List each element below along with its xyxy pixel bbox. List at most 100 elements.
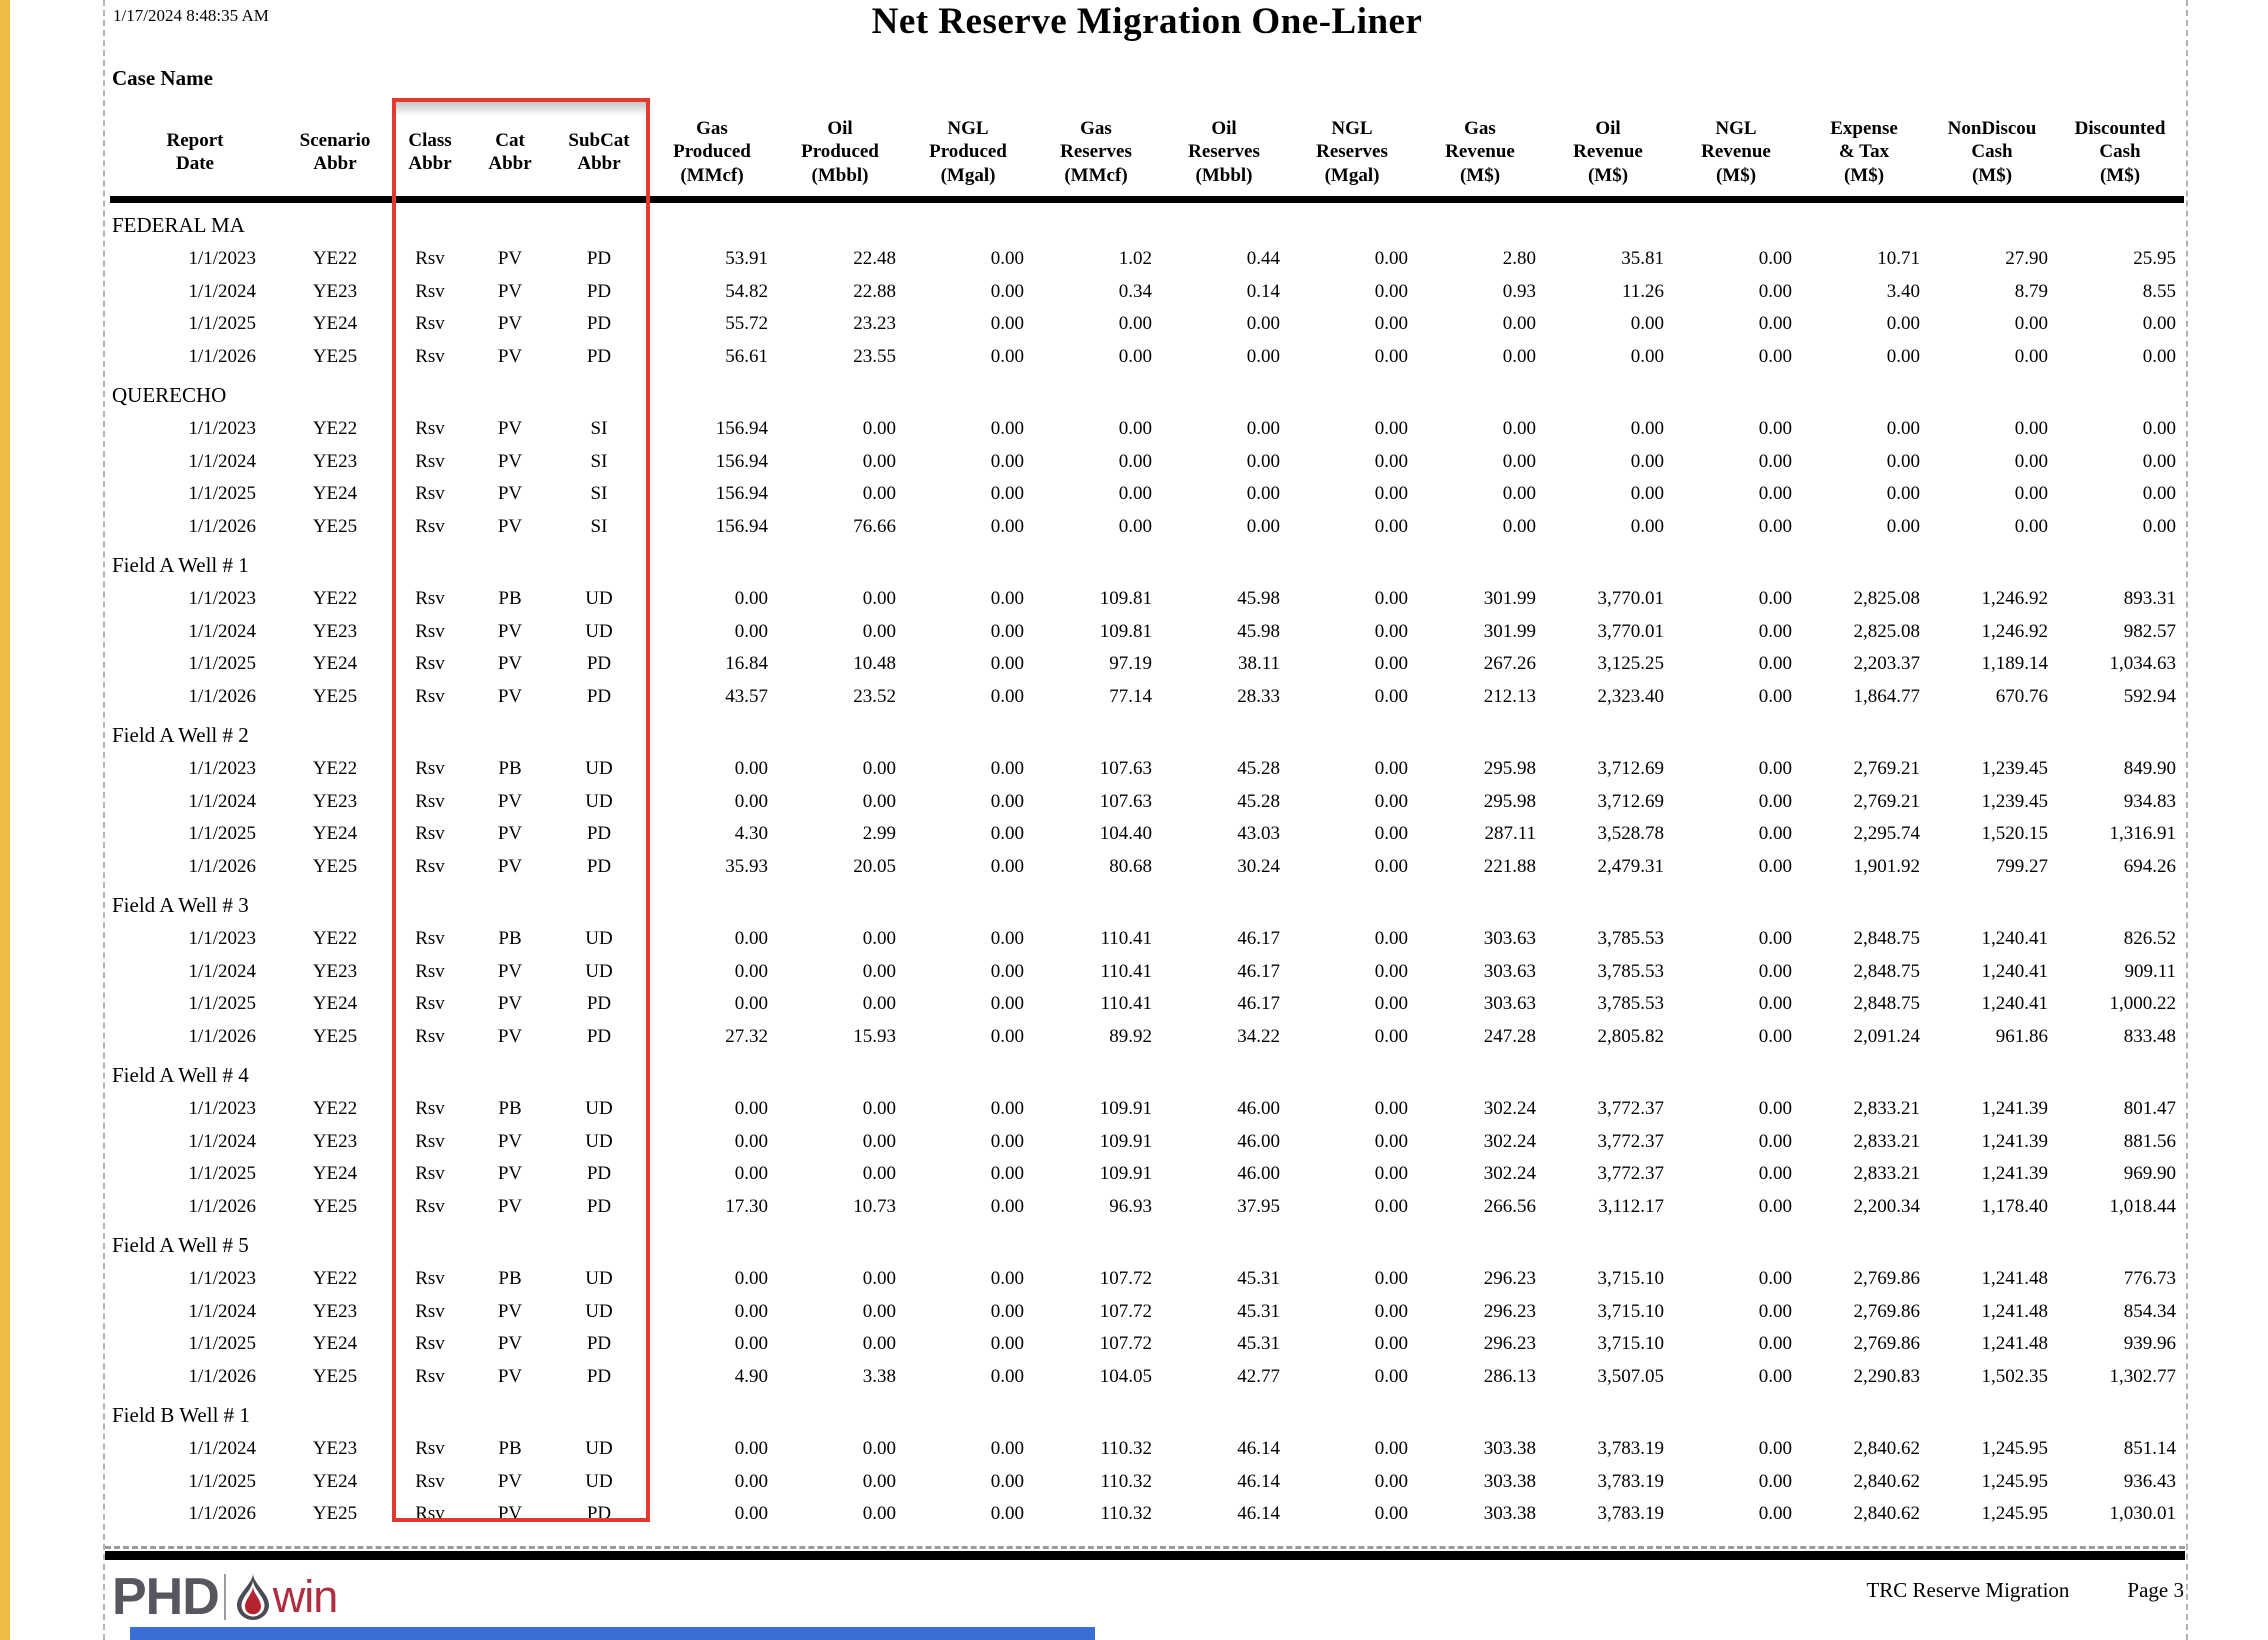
table-cell: 77.14: [1109, 685, 1152, 707]
table-cell: 0.00: [862, 483, 896, 505]
table-cell: 0.00: [1758, 1098, 1792, 1120]
table-cell: 1/1/2024: [188, 1130, 256, 1152]
table-row: 1/1/2026 YE25 Rsv PV PD 43.57 23.52 0.00 77.14 28…: [110, 681, 2184, 714]
table-cell: 46.00: [1237, 1163, 1280, 1185]
table-cell: 0.00: [1502, 450, 1536, 472]
table-cell: 0.00: [1374, 1333, 1408, 1355]
table-cell: PD: [586, 855, 612, 877]
table-cell: PV: [497, 823, 523, 845]
table-cell: 0.00: [862, 1098, 896, 1120]
table-cell: 2,200.34: [1853, 1195, 1921, 1217]
table-cell: 2,769.86: [1853, 1300, 1921, 1322]
table-cell: 46.14: [1237, 1503, 1280, 1525]
table-cell: 909.11: [2124, 960, 2176, 982]
table-cell: 1/1/2026: [188, 515, 256, 537]
table-cell: UD: [585, 758, 613, 780]
table-row: 1/1/2025 YE24 Rsv PV PD 0.00 0.00 0.00 109.91 46.…: [110, 1158, 2184, 1191]
table-cell: 0.00: [2142, 483, 2176, 505]
table-cell: 3,772.37: [1597, 1098, 1665, 1120]
table-cell: 694.26: [2123, 855, 2176, 877]
table-cell: 212.13: [1483, 685, 1536, 707]
table-cell: 849.90: [2123, 758, 2176, 780]
table-cell: 833.48: [2123, 1025, 2176, 1047]
table-cell: 0.00: [1758, 483, 1792, 505]
table-cell: UD: [585, 928, 613, 950]
table-cell: 156.94: [715, 515, 768, 537]
table-cell: 56.61: [725, 345, 768, 367]
table-cell: 156.94: [715, 450, 768, 472]
table-cell: 2,295.74: [1853, 823, 1921, 845]
footer-report-name: TRC Reserve Migration: [1866, 1578, 2070, 1602]
table-cell: 303.63: [1483, 993, 1536, 1015]
table-cell: 0.00: [990, 1268, 1024, 1290]
table-cell: 881.56: [2123, 1130, 2176, 1152]
page-title: Net Reserve Migration One-Liner: [871, 1, 1423, 42]
table-cell: YE23: [312, 620, 358, 642]
table-cell: 302.24: [1483, 1130, 1536, 1152]
table-cell: PV: [497, 855, 523, 877]
table-cell: 0.00: [734, 1268, 768, 1290]
table-cell: 2,840.62: [1853, 1438, 1921, 1460]
table-cell: 1/1/2023: [188, 1268, 256, 1290]
table-row: 1/1/2023 YE22 Rsv PB UD 0.00 0.00 0.00 107.72 45.…: [110, 1263, 2184, 1296]
case-section: Field A Well # 4 1/1/2023 YE22 Rsv PB UD 0.00 0…: [110, 1053, 2184, 1223]
case-section: QUERECHO 1/1/2023 YE22 Rsv PV SI 156.94 0.00 0.0…: [110, 373, 2184, 543]
table-cell: 0.00: [1374, 855, 1408, 877]
table-cell: 23.23: [853, 313, 896, 335]
footer-dashed-margin: [105, 1546, 2185, 1549]
table-cell: 0.00: [1758, 1300, 1792, 1322]
table-cell: Rsv: [415, 1300, 445, 1322]
table-cell: 0.00: [1758, 588, 1792, 610]
table-cell: 27.32: [725, 1025, 768, 1047]
table-cell: 35.93: [725, 855, 768, 877]
table-cell: YE23: [312, 1438, 358, 1460]
table-cell: 1,502.35: [1981, 1365, 2049, 1387]
table-cell: 2,840.62: [1853, 1470, 1921, 1492]
table-cell: 109.91: [1099, 1098, 1152, 1120]
table-cell: PV: [497, 515, 523, 537]
table-cell: Rsv: [415, 280, 445, 302]
section-header: Field A Well # 5: [112, 1233, 249, 1257]
table-cell: SI: [590, 418, 608, 440]
table-cell: 0.00: [1374, 960, 1408, 982]
table-cell: 0.00: [1758, 653, 1792, 675]
case-section: Field A Well # 5 1/1/2023 YE22 Rsv PB UD 0.00 0…: [110, 1223, 2184, 1393]
table-cell: 670.76: [1995, 685, 2048, 707]
table-cell: 2,805.82: [1597, 1025, 1665, 1047]
table-cell: 0.00: [990, 855, 1024, 877]
table-cell: 1,189.14: [1981, 653, 2049, 675]
table-cell: 0.00: [1758, 1025, 1792, 1047]
table-cell: 3.38: [862, 1365, 896, 1387]
table-cell: 301.99: [1483, 588, 1536, 610]
table-cell: 1,241.39: [1981, 1163, 2049, 1185]
table-cell: 826.52: [2123, 928, 2176, 950]
table-cell: Rsv: [415, 588, 445, 610]
table-cell: 303.38: [1483, 1470, 1536, 1492]
table-cell: 1/1/2026: [188, 1503, 256, 1525]
table-cell: 0.00: [2014, 418, 2048, 440]
table-cell: PV: [497, 1130, 523, 1152]
table-cell: 2,848.75: [1853, 960, 1921, 982]
table-cell: 296.23: [1483, 1333, 1536, 1355]
table-cell: SI: [590, 450, 608, 472]
table-cell: 1,239.45: [1981, 758, 2049, 780]
table-cell: 45.31: [1237, 1300, 1280, 1322]
table-cell: 3,125.25: [1597, 653, 1665, 675]
table-cell: 1/1/2023: [188, 928, 256, 950]
column-header: Report Date: [166, 129, 224, 174]
section-header: FEDERAL MA: [112, 213, 245, 237]
table-cell: 8.79: [2014, 280, 2048, 302]
table-cell: 25.95: [2133, 248, 2176, 270]
table-cell: 0.00: [990, 928, 1024, 950]
table-cell: YE25: [312, 345, 358, 367]
table-cell: 1,241.48: [1981, 1268, 2049, 1290]
table-cell: PD: [586, 653, 612, 675]
table-cell: 0.00: [990, 1365, 1024, 1387]
column-header: Cat Abbr: [488, 129, 532, 174]
table-cell: 939.96: [2123, 1333, 2176, 1355]
table-cell: YE24: [312, 653, 358, 675]
table-cell: 0.00: [2142, 313, 2176, 335]
table-cell: 0.00: [1630, 483, 1664, 505]
table-cell: 854.34: [2123, 1300, 2176, 1322]
